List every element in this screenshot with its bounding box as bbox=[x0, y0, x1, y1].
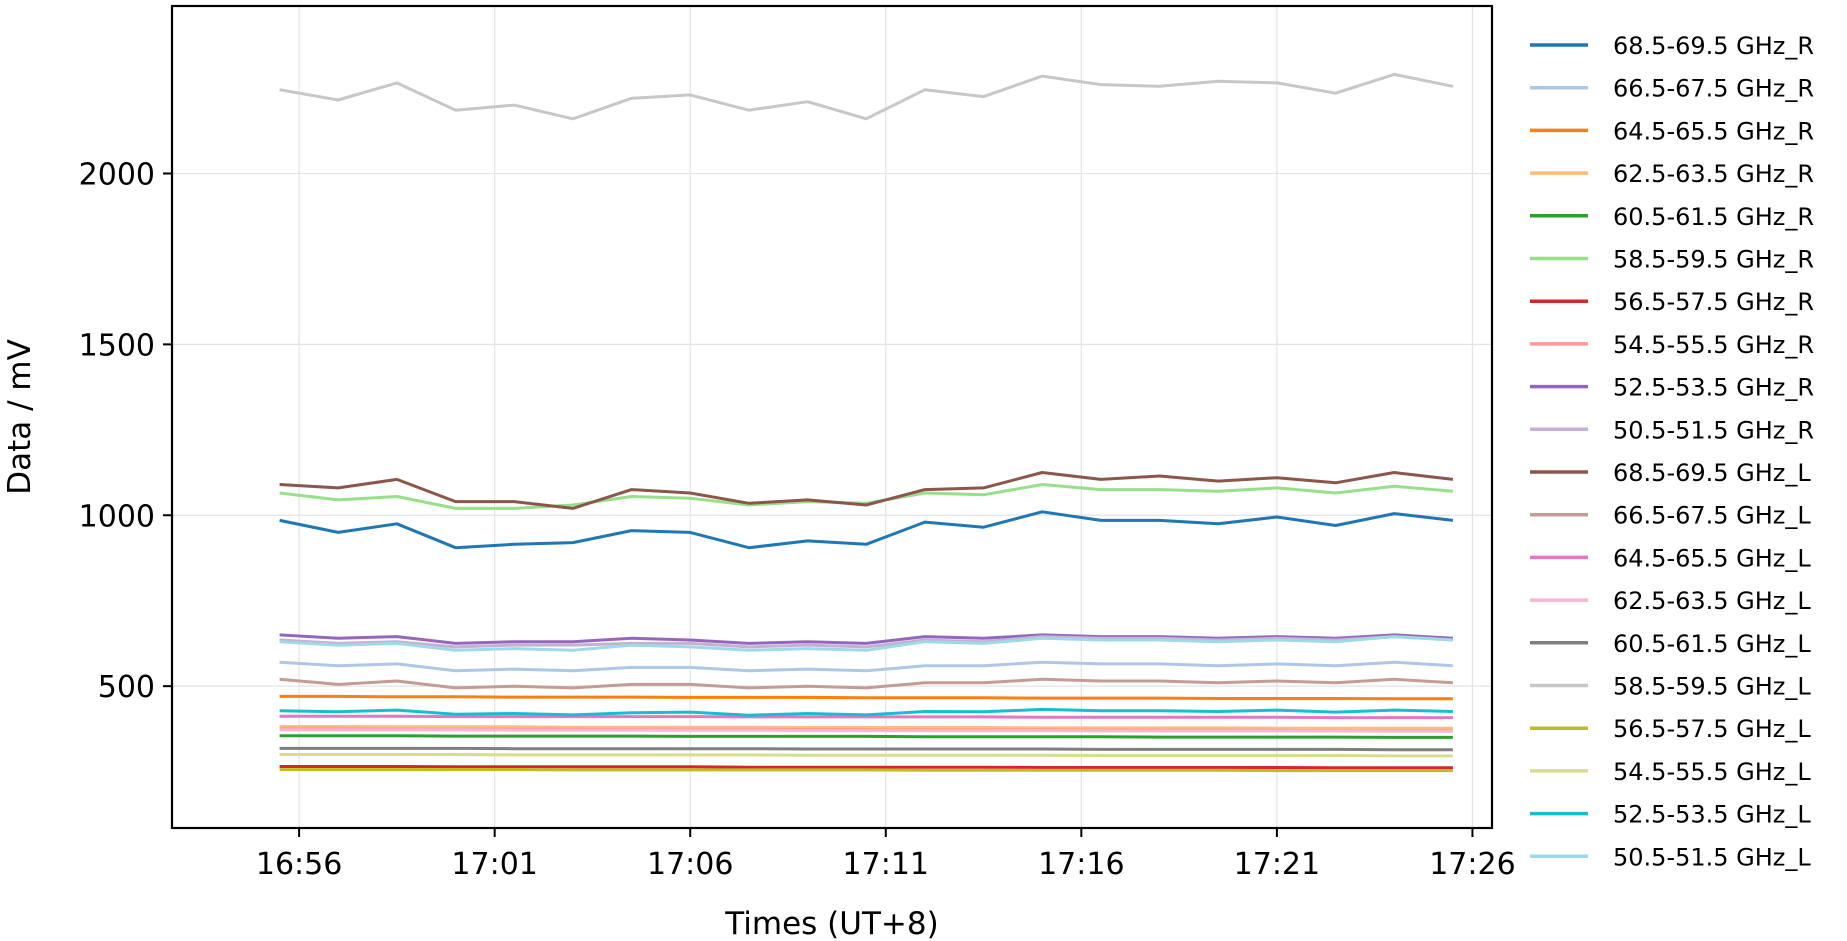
series-line bbox=[279, 483, 1454, 510]
series-line bbox=[279, 72, 1454, 121]
series-line bbox=[279, 633, 1453, 645]
y-tick-label: 500 bbox=[98, 670, 155, 705]
x-axis-ticks: 16:56 17:01 17:06 17:11 17:16 17:21 17:26 bbox=[256, 828, 1516, 882]
x-tick-label: 17:21 bbox=[1234, 847, 1320, 882]
y-tick-label: 1500 bbox=[79, 328, 155, 363]
legend-label: 58.5-59.5 GHz_R bbox=[1613, 246, 1814, 274]
x-axis-label: Times (UT+8) bbox=[724, 906, 938, 941]
series-line bbox=[279, 728, 1453, 733]
x-gridlines bbox=[298, 6, 1474, 828]
legend-label: 60.5-61.5 GHz_R bbox=[1613, 203, 1814, 231]
series-line bbox=[279, 765, 1453, 770]
legend-label: 62.5-63.5 GHz_R bbox=[1613, 160, 1814, 188]
legend: 68.5-69.5 GHz_R 66.5-67.5 GHz_R 64.5-65.5 … bbox=[1530, 32, 1814, 871]
legend-label: 66.5-67.5 GHz_L bbox=[1613, 502, 1811, 530]
x-tick-label: 16:56 bbox=[256, 847, 342, 882]
legend-label: 68.5-69.5 GHz_R bbox=[1613, 32, 1814, 60]
y-axis-ticks: 500 1000 1500 2000 bbox=[79, 157, 172, 705]
y-tick-label: 1000 bbox=[79, 499, 155, 534]
legend-label: 52.5-53.5 GHz_R bbox=[1613, 374, 1814, 402]
series-line bbox=[279, 714, 1453, 720]
series-line bbox=[279, 471, 1454, 510]
y-gridlines bbox=[172, 172, 1492, 687]
series-line bbox=[279, 725, 1453, 730]
x-tick-label: 17:06 bbox=[647, 847, 733, 882]
series-line bbox=[279, 677, 1453, 690]
series-line bbox=[279, 510, 1454, 550]
y-tick-label: 2000 bbox=[79, 157, 155, 192]
legend-label: 50.5-51.5 GHz_L bbox=[1613, 843, 1811, 871]
legend-label: 64.5-65.5 GHz_L bbox=[1613, 544, 1811, 572]
series-line bbox=[279, 746, 1453, 752]
x-tick-label: 17:26 bbox=[1429, 847, 1515, 882]
series-line bbox=[279, 707, 1453, 717]
plot-frame bbox=[170, 4, 1494, 830]
x-tick-label: 17:01 bbox=[451, 847, 537, 882]
legend-label: 52.5-53.5 GHz_L bbox=[1613, 801, 1811, 829]
legend-label: 56.5-57.5 GHz_R bbox=[1613, 288, 1814, 316]
legend-label: 64.5-65.5 GHz_R bbox=[1613, 117, 1814, 145]
series-line bbox=[279, 734, 1453, 739]
series-line bbox=[279, 694, 1453, 701]
legend-label: 54.5-55.5 GHz_L bbox=[1613, 758, 1811, 786]
series-line bbox=[279, 768, 1453, 773]
legend-label: 60.5-61.5 GHz_L bbox=[1613, 630, 1811, 658]
series-lines bbox=[279, 72, 1454, 773]
y-axis-label: Data / mV bbox=[2, 339, 38, 495]
legend-label: 56.5-57.5 GHz_L bbox=[1613, 715, 1811, 743]
legend-label: 66.5-67.5 GHz_R bbox=[1613, 75, 1814, 103]
series-line bbox=[279, 753, 1453, 758]
series-line bbox=[279, 635, 1453, 649]
legend-label: 58.5-59.5 GHz_L bbox=[1613, 673, 1811, 701]
x-tick-label: 17:16 bbox=[1038, 847, 1124, 882]
series-line bbox=[279, 660, 1453, 673]
legend-label: 62.5-63.5 GHz_L bbox=[1613, 587, 1811, 615]
legend-label: 54.5-55.5 GHz_R bbox=[1613, 331, 1814, 359]
series-line bbox=[279, 635, 1453, 652]
legend-label: 50.5-51.5 GHz_R bbox=[1613, 416, 1814, 444]
x-tick-label: 17:11 bbox=[843, 847, 929, 882]
legend-label: 68.5-69.5 GHz_L bbox=[1613, 459, 1811, 487]
